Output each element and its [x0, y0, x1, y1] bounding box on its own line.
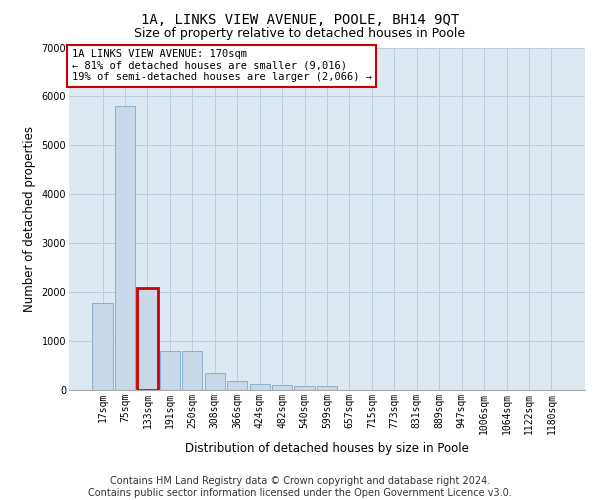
X-axis label: Distribution of detached houses by size in Poole: Distribution of detached houses by size … — [185, 442, 469, 455]
Text: 1A LINKS VIEW AVENUE: 170sqm
← 81% of detached houses are smaller (9,016)
19% of: 1A LINKS VIEW AVENUE: 170sqm ← 81% of de… — [71, 49, 371, 82]
Bar — [272, 386, 292, 390]
Bar — [227, 381, 247, 390]
Bar — [250, 384, 270, 390]
Bar — [160, 351, 180, 390]
Bar — [92, 303, 113, 390]
Bar — [137, 288, 158, 390]
Bar — [295, 386, 314, 390]
Bar — [115, 106, 135, 390]
Bar — [317, 386, 337, 390]
Y-axis label: Number of detached properties: Number of detached properties — [23, 126, 36, 312]
Bar — [205, 374, 225, 390]
Bar — [182, 352, 202, 390]
Text: 1A, LINKS VIEW AVENUE, POOLE, BH14 9QT: 1A, LINKS VIEW AVENUE, POOLE, BH14 9QT — [141, 12, 459, 26]
Text: Contains HM Land Registry data © Crown copyright and database right 2024.
Contai: Contains HM Land Registry data © Crown c… — [88, 476, 512, 498]
Text: Size of property relative to detached houses in Poole: Size of property relative to detached ho… — [134, 28, 466, 40]
